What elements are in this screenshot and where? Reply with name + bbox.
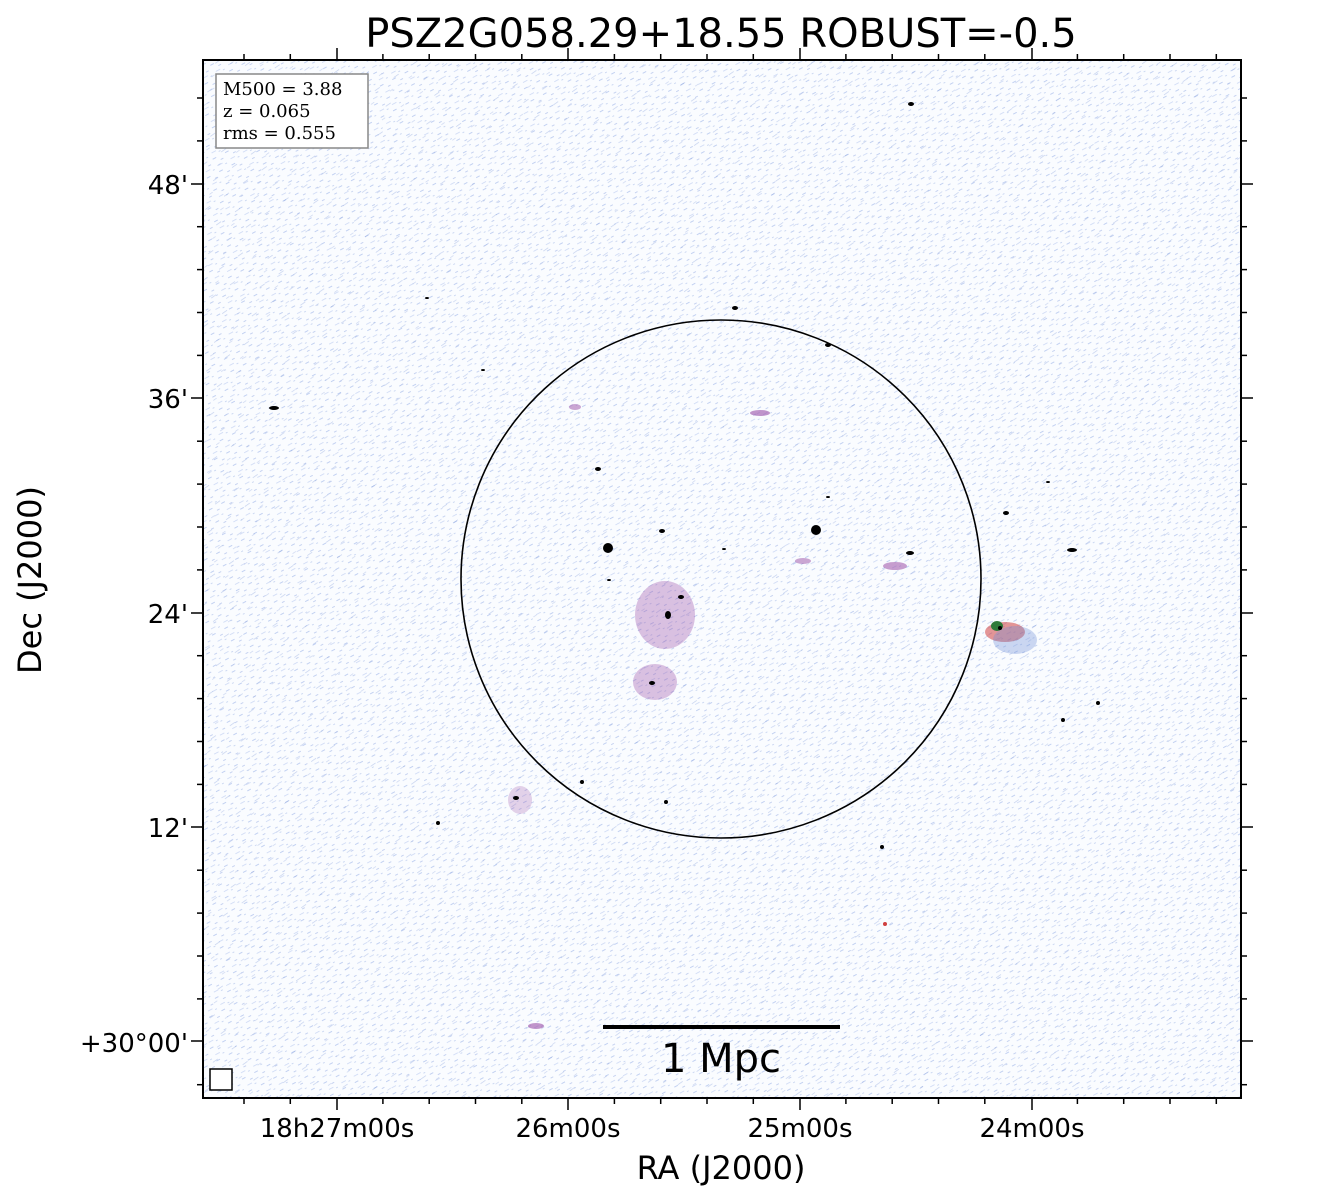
plot-frame — [202, 59, 1242, 1099]
point-source — [436, 821, 440, 825]
x-axis-label: RA (J2000) — [637, 1149, 806, 1187]
diffuse-patch — [528, 1023, 544, 1029]
r500-circle — [460, 319, 982, 839]
point-source — [1096, 701, 1100, 705]
scale-bar-label: 1 Mpc — [661, 1036, 781, 1082]
y-tick-label: 24' — [148, 600, 188, 630]
diffuse-patch — [569, 404, 581, 410]
point-source — [722, 548, 726, 550]
point-source — [425, 297, 429, 299]
info-redshift: z = 0.065 — [223, 101, 311, 122]
y-tick-label: 12' — [148, 814, 188, 844]
point-source — [732, 306, 738, 310]
sky-image — [203, 60, 1241, 1098]
diffuse-patch — [993, 626, 1037, 654]
point-source — [1067, 548, 1077, 552]
point-source — [659, 529, 665, 533]
scale-bar: 1 Mpc — [603, 1025, 840, 1082]
point-source — [665, 611, 671, 619]
info-box: M500 = 3.88 z = 0.065 rms = 0.555 — [215, 73, 369, 149]
diffuse-patch — [750, 410, 770, 416]
x-tick-label: 25m00s — [747, 1114, 852, 1144]
y-axis-label: Dec (J2000) — [11, 486, 49, 674]
point-source — [906, 551, 914, 555]
point-source — [595, 467, 601, 471]
point-source — [580, 780, 584, 784]
beam-marker — [209, 1068, 233, 1091]
y-tick-label: 36' — [148, 385, 188, 415]
point-source — [826, 496, 830, 498]
x-tick-label: 26m00s — [515, 1114, 620, 1144]
diffuse-patch — [883, 562, 907, 570]
axis-ticks — [191, 48, 1253, 1110]
point-source — [607, 579, 611, 581]
plot-title: PSZ2G058.29+18.55 ROBUST=-0.5 — [365, 11, 1076, 57]
red-source — [883, 922, 887, 926]
point-source — [269, 406, 279, 410]
x-tick-label: 24m00s — [979, 1114, 1084, 1144]
point-source — [678, 595, 684, 599]
point-source — [880, 845, 884, 849]
info-rms: rms = 0.555 — [223, 123, 336, 144]
point-source — [603, 543, 613, 553]
point-source — [1046, 481, 1050, 483]
x-tick-label: 18h27m00s — [260, 1114, 415, 1144]
point-source — [1061, 718, 1065, 722]
point-source — [513, 796, 519, 800]
y-tick-label: 48' — [148, 171, 188, 201]
point-source — [481, 369, 485, 371]
point-source — [649, 681, 655, 685]
diffuse-patch — [633, 664, 677, 700]
point-source — [1003, 511, 1009, 515]
point-source — [908, 102, 914, 106]
diffuse-patch — [508, 786, 532, 814]
x-tick-labels: 18h27m00s 26m00s 25m00s 24m00s — [260, 1114, 1085, 1144]
bright-source-core — [998, 626, 1002, 630]
diffuse-patch — [795, 558, 811, 564]
info-mass: M500 = 3.88 — [223, 79, 342, 100]
point-source — [811, 525, 821, 535]
point-source — [664, 800, 668, 804]
y-tick-labels: 48' 36' 24' 12' +30°00' — [80, 171, 188, 1059]
y-tick-label: +30°00' — [80, 1029, 188, 1059]
radio-sources — [269, 102, 1100, 926]
